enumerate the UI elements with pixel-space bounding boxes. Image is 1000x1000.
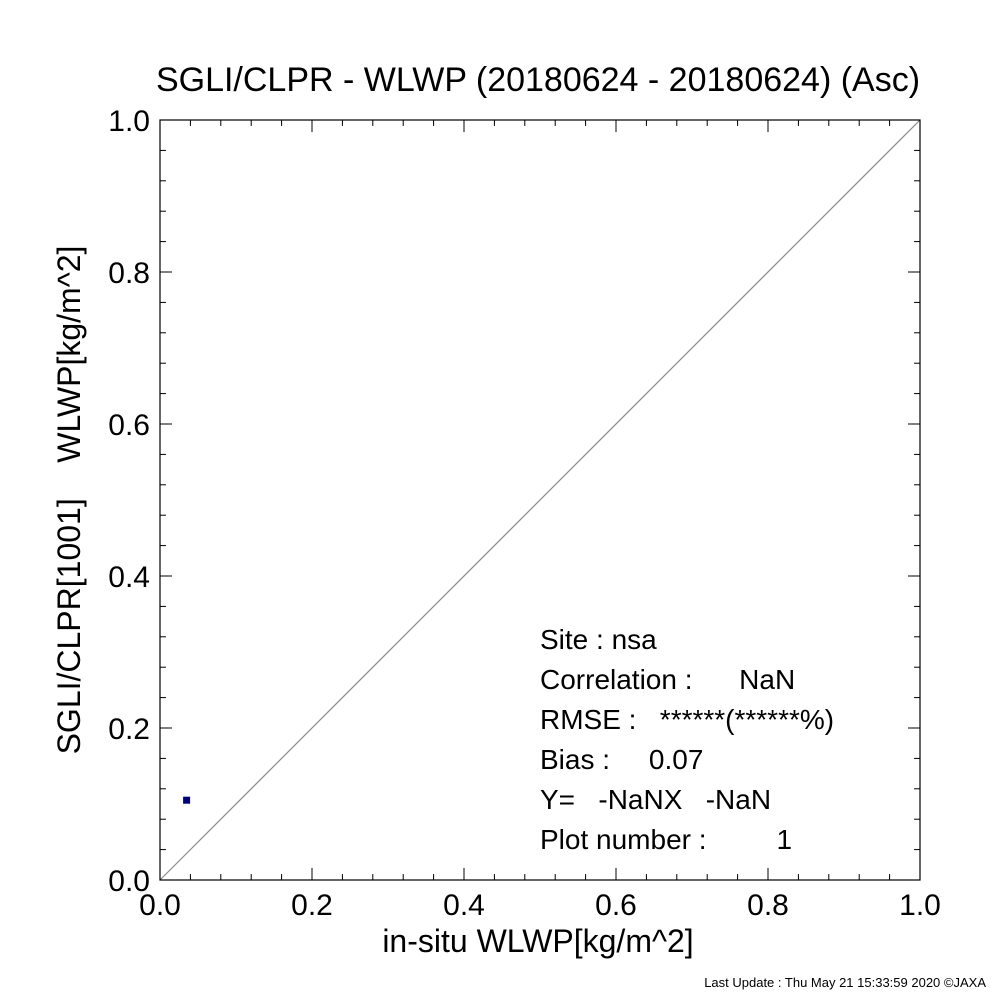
y-axis-label: SGLI/CLPR[1001] WLWP[kg/m^2] [51,246,87,755]
stats-line: Site : nsa [540,624,657,655]
x-tick-label: 1.0 [899,889,941,922]
stats-line: Plot number : 1 [540,824,792,855]
x-tick-label: 0.4 [443,889,485,922]
plot-frame [159,119,921,881]
x-tick-label: 0.0 [139,889,181,922]
data-point [183,796,191,804]
y-tick-label: 0.2 [108,713,150,746]
y-tick-label: 0.8 [108,257,150,290]
footer-last-update: Last Update : Thu May 21 15:33:59 2020 ©… [704,975,986,990]
y-tick-label: 0.0 [108,865,150,898]
y-tick-label: 1.0 [108,105,150,138]
plot-area: 0.0 0.2 0.4 0.6 0.8 1.0 0.0 0.2 0.4 0.6 0.8 1.0 Site… [108,105,941,922]
stats-line: Correlation : NaN [540,664,795,695]
x-tick-label: 0.2 [291,889,333,922]
stats-line: RMSE : ******(******%) [540,704,834,735]
x-tick-label: 0.8 [747,889,789,922]
y-tick-label: 0.6 [108,409,150,442]
y-tick-label: 0.4 [108,561,150,594]
one-to-one-line [159,119,921,881]
stats-line: Y= -NaNX -NaN [540,784,771,815]
stats-line: Bias : 0.07 [540,744,703,775]
chart-title: SGLI/CLPR - WLWP (20180624 - 20180624) (… [156,61,920,99]
x-axis-label: in-situ WLWP[kg/m^2] [382,923,693,959]
x-tick-label: 0.6 [595,889,637,922]
